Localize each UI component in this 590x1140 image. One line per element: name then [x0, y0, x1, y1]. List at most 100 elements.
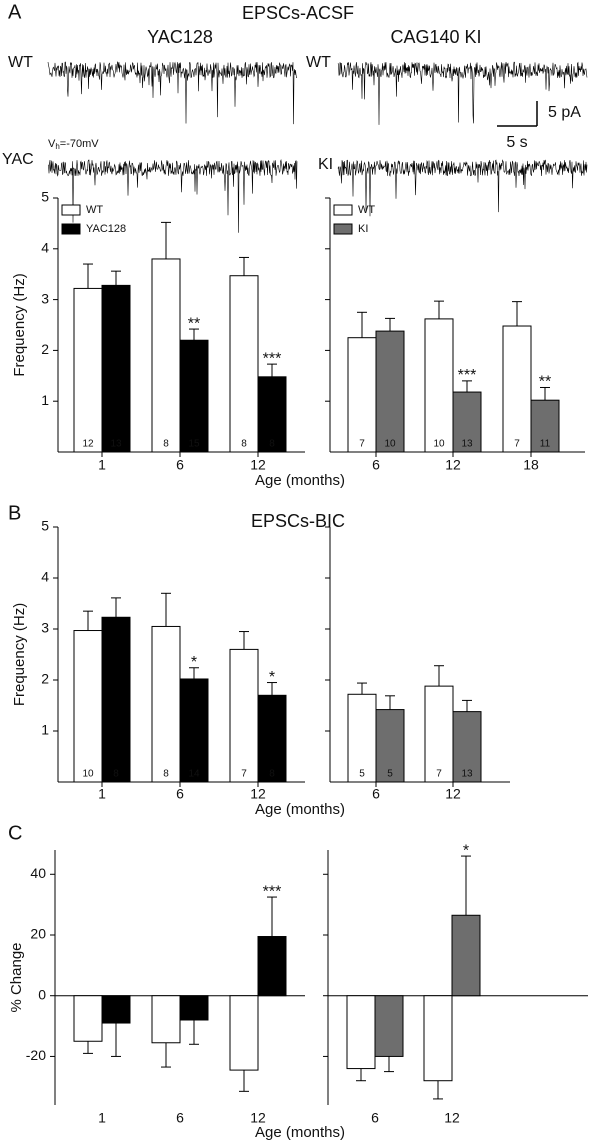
legend-swatch [61, 204, 81, 216]
legend-label: WT [86, 204, 103, 216]
bar [179, 995, 209, 1021]
x-tick-label: 12 [250, 786, 266, 802]
bar [101, 284, 131, 453]
bar [73, 630, 103, 783]
n-label: 7 [436, 769, 442, 780]
significance: *** [263, 350, 282, 367]
trace-label: WT [8, 54, 33, 71]
bar [229, 995, 259, 1071]
y-tick-label: 0 [38, 986, 46, 1002]
bar [452, 391, 482, 453]
significance: ** [188, 315, 200, 332]
panel-title: EPSCs-BIC [251, 511, 345, 531]
trace-group: YAC128 [147, 27, 213, 47]
x-tick-label: 1 [98, 1110, 106, 1126]
n-label: 8 [269, 769, 275, 780]
n-label: 10 [433, 439, 445, 450]
x-axis-label: Age (months) [255, 801, 345, 818]
bar [229, 275, 259, 453]
y-tick-label: 40 [30, 865, 46, 881]
y-tick-label: 1 [41, 392, 49, 408]
n-label: 8 [163, 439, 169, 450]
scale-label: 5 pA [548, 104, 581, 121]
n-label: 8 [241, 439, 247, 450]
bar [423, 995, 453, 1082]
y-axis-label: % Change [8, 942, 25, 1012]
holding-label: Vh=-70mV [48, 138, 99, 151]
n-label: 13 [110, 439, 122, 450]
trace [337, 159, 588, 217]
bar [424, 685, 454, 783]
n-label: 7 [241, 769, 247, 780]
bar [347, 337, 377, 453]
bar [179, 678, 209, 783]
x-tick-label: 1 [98, 786, 106, 802]
n-label: 13 [461, 439, 473, 450]
y-tick-label: 5 [41, 518, 49, 534]
y-tick-label: 2 [41, 341, 49, 357]
x-tick-label: 6 [371, 1110, 379, 1126]
trace-label: KI [318, 156, 333, 173]
bar [530, 399, 560, 453]
panel-title: EPSCs-ACSF [242, 3, 354, 23]
n-label: 5 [387, 769, 393, 780]
significance: ** [539, 374, 551, 391]
x-tick-label: 6 [176, 457, 184, 473]
y-tick-label: 3 [41, 620, 49, 636]
trace-label: YAC [2, 151, 34, 168]
x-tick-label: 12 [250, 1110, 266, 1126]
y-axis-label: Frequency (Hz) [11, 603, 28, 706]
n-label: 5 [359, 769, 365, 780]
x-tick-label: 18 [523, 457, 539, 473]
bar [451, 914, 481, 997]
holding-sub: h [55, 142, 59, 151]
significance: * [269, 669, 275, 686]
legend-swatch [333, 223, 353, 235]
bar [257, 936, 287, 997]
significance: *** [458, 367, 477, 384]
n-label: 12 [82, 439, 94, 450]
n-label: 11 [540, 439, 551, 450]
x-axis-label: Age (months) [255, 1124, 345, 1140]
significance: * [463, 842, 469, 859]
bar [424, 318, 454, 453]
bar [375, 330, 405, 453]
y-tick-label: 2 [41, 671, 49, 687]
x-tick-label: 12 [444, 1110, 460, 1126]
x-tick-label: 6 [372, 786, 380, 802]
n-label: 10 [384, 439, 396, 450]
bar [151, 258, 181, 453]
bar [452, 711, 482, 783]
n-label: 15 [188, 439, 200, 450]
bar [73, 287, 103, 453]
trace [47, 158, 298, 233]
x-axis-label: Age (months) [255, 472, 345, 489]
n-label: 10 [82, 769, 94, 780]
holding-rest: =-70mV [60, 138, 99, 150]
bar [375, 709, 405, 783]
n-label: 8 [163, 769, 169, 780]
y-tick-label: 1 [41, 722, 49, 738]
legend-label: YAC128 [86, 223, 126, 235]
significance: *** [263, 883, 282, 900]
x-tick-label: 12 [250, 457, 266, 473]
legend-label: KI [358, 223, 368, 235]
trace [47, 61, 298, 125]
y-tick-label: 4 [41, 240, 49, 256]
panel-label: C [8, 822, 22, 844]
holding-v: V [48, 138, 56, 150]
n-label: 13 [461, 769, 473, 780]
n-label: 7 [514, 439, 520, 450]
x-tick-label: 12 [445, 786, 461, 802]
y-tick-label: -20 [26, 1047, 46, 1063]
bar [257, 376, 287, 453]
n-label: 8 [269, 439, 275, 450]
bar [101, 616, 131, 783]
n-label: 8 [113, 769, 119, 780]
x-tick-label: 6 [176, 786, 184, 802]
y-tick-label: 20 [30, 926, 46, 942]
bar [151, 625, 181, 783]
legend-swatch [61, 223, 81, 235]
bar [346, 995, 376, 1070]
